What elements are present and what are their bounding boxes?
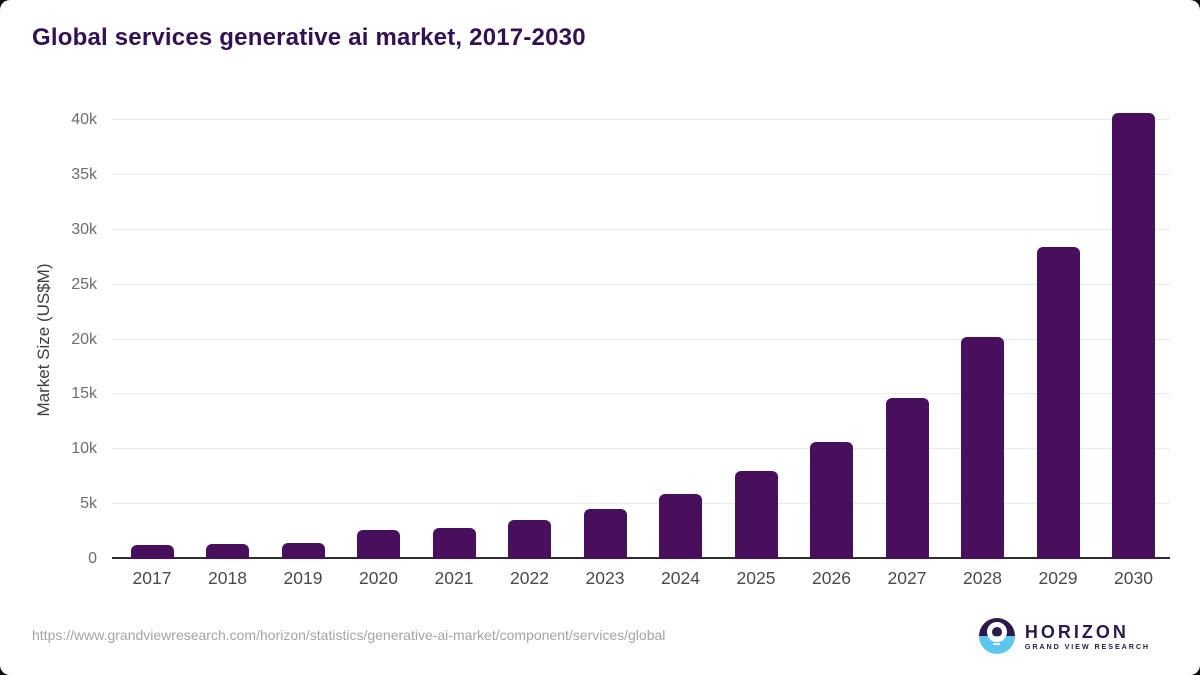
gridline bbox=[112, 173, 1170, 175]
bar-2021 bbox=[432, 528, 476, 559]
bar-2026 bbox=[810, 441, 853, 559]
bar-2027 bbox=[885, 398, 929, 559]
bar-2028 bbox=[961, 337, 1004, 559]
bar-2017 bbox=[130, 544, 174, 559]
x-tick-label: 2017 bbox=[132, 568, 172, 588]
y-tick-label: 10k bbox=[71, 440, 97, 458]
y-tick-label: 35k bbox=[71, 165, 97, 183]
x-tick-label: 2028 bbox=[963, 568, 1002, 588]
page-title: Global services generative ai market, 20… bbox=[32, 24, 586, 51]
x-tick-label: 2025 bbox=[736, 568, 776, 588]
bar-2024 bbox=[659, 493, 702, 559]
gridline bbox=[112, 393, 1170, 395]
bar-2022 bbox=[508, 520, 551, 559]
bar-2023 bbox=[583, 509, 627, 559]
gridline bbox=[112, 119, 1170, 120]
x-tick-label: 2030 bbox=[1114, 568, 1153, 588]
y-tick-label: 15k bbox=[71, 385, 97, 403]
horizon-logo: HORIZON GRAND VIEW RESEARCH bbox=[978, 618, 1150, 654]
horizon-logo-icon bbox=[978, 618, 1015, 654]
y-tick-label: 25k bbox=[71, 275, 97, 293]
y-tick-label: 0 bbox=[88, 550, 97, 567]
x-tick-label: 2020 bbox=[359, 568, 398, 588]
x-tick-label: 2027 bbox=[887, 568, 927, 588]
x-tick-label: 2022 bbox=[510, 568, 549, 588]
gridline bbox=[112, 338, 1170, 340]
bar-2020 bbox=[357, 529, 400, 559]
logo-subtitle: GRAND VIEW RESEARCH bbox=[1024, 641, 1150, 651]
wave-line-icon bbox=[990, 638, 1003, 641]
gridline bbox=[112, 228, 1170, 230]
x-tick-label: 2023 bbox=[585, 568, 625, 588]
bar-2025 bbox=[734, 471, 778, 559]
bar-2029 bbox=[1036, 247, 1080, 559]
y-tick-label: 20k bbox=[71, 330, 97, 348]
x-tick-label: 2021 bbox=[434, 568, 474, 588]
y-tick-label: 5k bbox=[80, 495, 97, 513]
gridline bbox=[112, 283, 1170, 285]
bar-2019 bbox=[281, 542, 325, 559]
x-tick-label: 2026 bbox=[812, 568, 851, 588]
logo-sea-half bbox=[978, 636, 1015, 654]
bar-2030 bbox=[1112, 112, 1155, 559]
x-tick-label: 2018 bbox=[208, 568, 247, 588]
y-tick-label: 30k bbox=[71, 220, 97, 238]
bar-2018 bbox=[206, 543, 249, 559]
wave-line-icon bbox=[993, 643, 1001, 645]
gridline bbox=[112, 503, 1170, 505]
bar-chart-plot-area bbox=[112, 95, 1170, 559]
y-tick-label: 40k bbox=[71, 111, 97, 128]
gridline bbox=[112, 448, 1170, 450]
x-tick-label: 2029 bbox=[1038, 568, 1078, 588]
logo-text: HORIZON GRAND VIEW RESEARCH bbox=[1025, 622, 1150, 651]
source-url: https://www.grandviewresearch.com/horizo… bbox=[32, 627, 666, 643]
x-axis-line bbox=[112, 557, 1170, 559]
x-tick-label: 2019 bbox=[283, 568, 323, 588]
x-tick-label: 2024 bbox=[661, 568, 700, 588]
logo-name: HORIZON bbox=[1024, 621, 1129, 642]
